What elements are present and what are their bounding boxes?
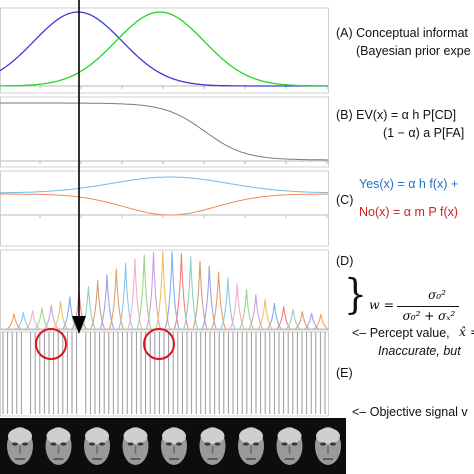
face-thumbnail-icon [84,427,110,465]
face-thumbnail-icon [45,427,72,465]
label-percept-symbol: x̂ = [459,324,474,339]
panel-a-green-gaussian [0,11,328,87]
label-b-line2: (1 − α) a P[FA] [383,126,465,140]
panel-a-blue-gaussian [0,11,328,87]
spike-curve [145,252,162,330]
label-d-marker: (D) [336,254,354,268]
panel-baselines [0,85,329,218]
face-thumbnail-strip [0,418,346,474]
fraction-denominator: σ₀² + σₓ² [402,309,456,323]
panel-b-frame [0,96,329,168]
spike-curve [304,312,319,330]
label-e-marker: (E) [336,366,353,380]
spike-curve [248,294,264,330]
spike-curve [164,251,180,330]
face-thumbnail-icon [122,427,149,465]
panel-c-frame [0,170,329,247]
spike-curve [294,311,310,330]
panel-c-no-curve [0,193,328,216]
spike-curve [266,303,282,330]
brace-symbol: } [344,271,367,319]
label-inaccurate: Inaccurate, but [378,344,461,358]
label-percept: <– Percept value, [352,326,450,340]
label-a-line1: (A) Conceptual informat [336,26,469,40]
spike-curve [118,263,134,330]
spike-curve [192,260,208,330]
spike-curve [239,289,254,330]
spike-curve [211,271,227,330]
spike-curve [183,256,199,330]
label-c-yes: Yes(x) = α h f(x) + [359,177,459,191]
face-thumbnail-icon [315,427,341,465]
face-thumbnail-icon [7,427,33,465]
panel-c-yes-curve [0,176,328,194]
panel-b-gray-sigmoid [0,102,328,161]
fraction-bar [397,306,459,307]
label-a-line2: (Bayesian prior expe [356,44,471,58]
red-circle-icon [143,328,175,360]
spike-curve [136,254,152,330]
face-thumbnail-icon [276,427,303,465]
face-thumbnail-icon [238,427,264,465]
fraction-w: σ₀² σ₀² + σₓ² [397,288,474,328]
spike-curve [229,283,245,330]
spike-curve [127,258,143,330]
label-c-no: No(x) = α m P f(x) [359,205,459,219]
face-thumbnail-icon [199,427,226,465]
face-thumbnail-icon [161,427,187,465]
spike-curve [173,253,189,330]
spike-curve [155,251,171,330]
panel-a-frame [0,7,329,94]
red-circle-icon [35,328,67,360]
label-b-line1: (B) EV(x) = α h P[CD] [336,108,457,122]
down-arrow-icon [72,0,86,334]
spike-curve [276,306,292,330]
spike-curve [257,299,273,330]
spike-curve [220,277,236,330]
panel-d-spike-curves [0,251,329,330]
label-d-w: w = [369,297,395,312]
fraction-numerator: σ₀² [428,288,446,302]
label-objective: <– Objective signal v [352,405,468,419]
panel-e-signal-comb [2,332,326,414]
label-c-marker: (C) [336,193,354,207]
spike-curve [201,265,217,330]
spike-curve [285,309,301,330]
spike-curve [313,314,329,330]
